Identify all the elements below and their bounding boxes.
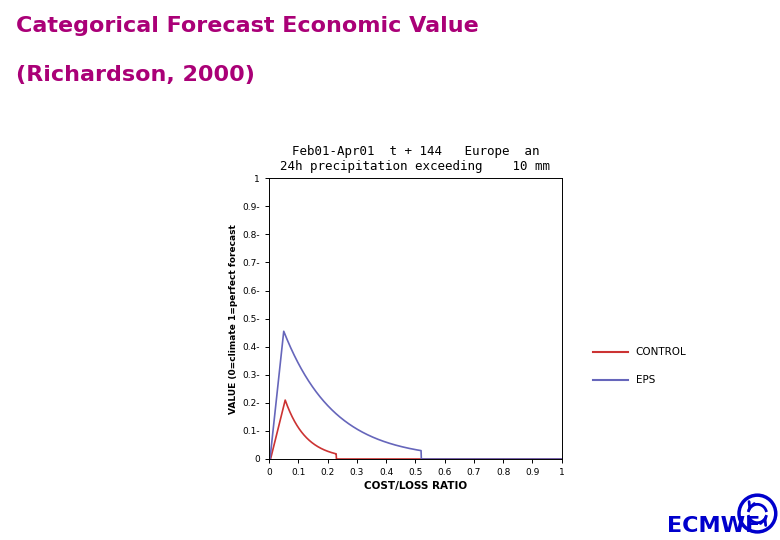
Text: (Richardson, 2000): (Richardson, 2000) — [16, 65, 254, 85]
Text: CONTROL: CONTROL — [636, 347, 686, 357]
Text: ECMWF: ECMWF — [667, 516, 760, 537]
Text: EPS: EPS — [636, 375, 655, 386]
Title: Feb01-Apr01  t + 144   Europe  an
24h precipitation exceeding    10 mm: Feb01-Apr01 t + 144 Europe an 24h precip… — [280, 145, 551, 173]
Text: WWRP/WMO Workshop on QPF Verification - Prague, 14-16 May 2001: WWRP/WMO Workshop on QPF Verification - … — [13, 519, 420, 529]
X-axis label: COST/LOSS RATIO: COST/LOSS RATIO — [363, 481, 467, 491]
Text: Categorical Forecast Economic Value: Categorical Forecast Economic Value — [16, 16, 478, 36]
Y-axis label: VALUE (0=climate 1=perfect forecast: VALUE (0=climate 1=perfect forecast — [229, 224, 238, 414]
